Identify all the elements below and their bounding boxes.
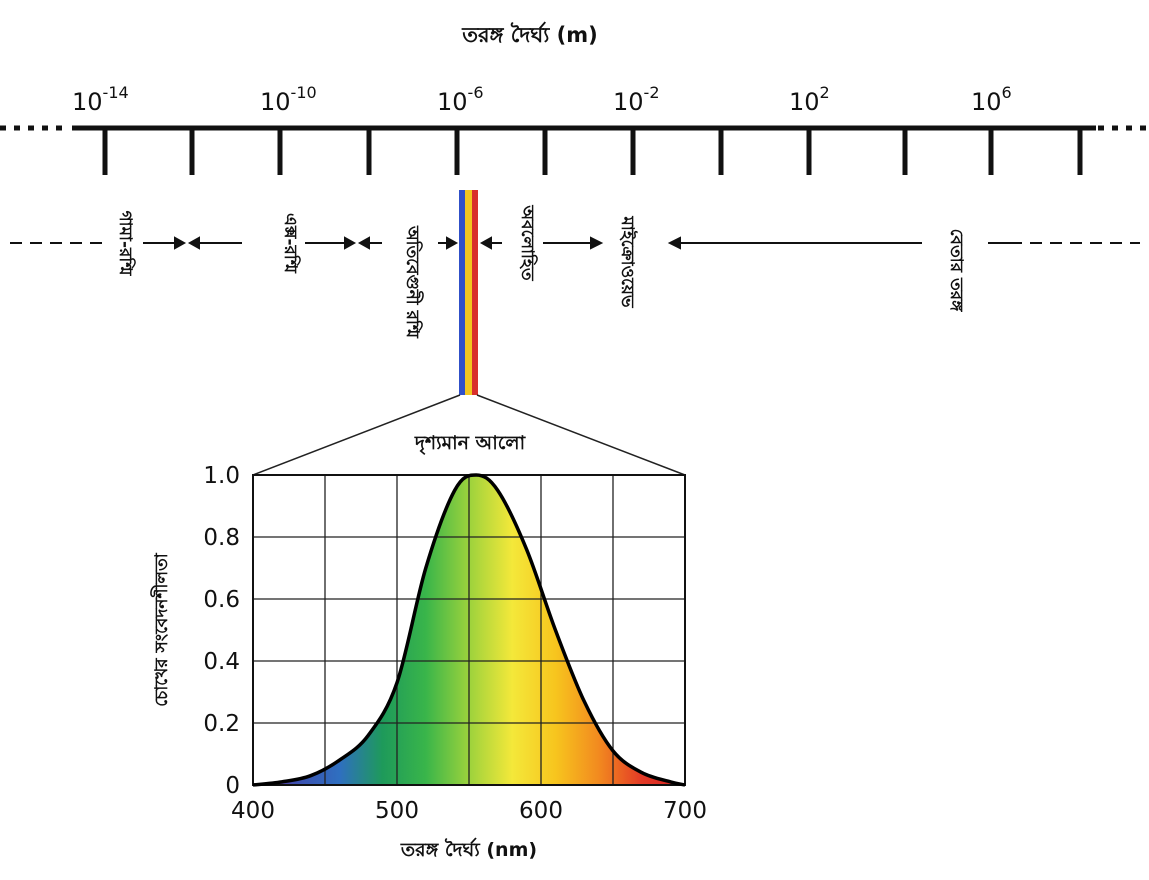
scale-label: 10-6: [437, 83, 484, 116]
arrow-head: [446, 236, 459, 250]
x-tick-label: 500: [375, 798, 419, 824]
chart-grid: [253, 475, 685, 785]
arrow-head: [479, 236, 492, 250]
scale-label-exponent: -2: [644, 83, 660, 102]
visible-strip-blue: [459, 190, 465, 395]
band-labels: গামা-রশ্মি এক্স-রশ্মি অতিবেগুনী রশ্মি অবলোহ…: [115, 204, 966, 338]
visible-strip-yellow: [465, 190, 472, 395]
scale-label-exponent: 6: [1002, 83, 1012, 102]
x-tick-label: 700: [663, 798, 707, 824]
y-tick-label: 0.6: [203, 587, 240, 613]
scale-label: 106: [971, 83, 1012, 116]
arrow-head: [667, 236, 681, 250]
y-tick-label: 0.2: [203, 711, 240, 737]
scale-label-base: 10: [789, 88, 820, 116]
scale-label-base: 10: [72, 88, 103, 116]
x-tick-label: 400: [231, 798, 275, 824]
zoom-line-right: [476, 394, 686, 476]
axis-ticks: [102, 128, 1083, 175]
band-label: মাইক্রোওয়েভ: [617, 215, 638, 309]
sensitivity-curve: [252, 473, 686, 787]
scale-label-exponent: -14: [103, 83, 129, 102]
scale-label-exponent: -6: [468, 83, 484, 102]
x-tick-label: 600: [519, 798, 563, 824]
band-label: অবলোহিত: [517, 204, 539, 281]
arrow-head: [174, 236, 187, 250]
zoom-line-left: [252, 394, 461, 476]
scale-label-base: 10: [260, 88, 291, 116]
y-axis-label: চোখের সংবেদনশীলতা: [150, 552, 172, 707]
y-tick-label: 1.0: [203, 463, 240, 489]
scale-label: 10-10: [260, 83, 317, 116]
visible-strip-red: [472, 190, 478, 395]
arrow-head: [187, 236, 200, 250]
scale-label: 10-2: [613, 83, 660, 116]
scale-label-exponent: -10: [291, 83, 317, 102]
visible-strip: [459, 190, 478, 395]
arrow-head: [344, 236, 357, 250]
visible-light-label: দৃশ্যমান আলো: [414, 432, 527, 455]
band-label: এক্স-রশ্মি: [280, 213, 302, 274]
band-label: অতিবেগুনী রশ্মি: [402, 225, 424, 339]
arrow-head: [357, 236, 370, 250]
y-tick-label: 0.8: [203, 525, 240, 551]
band-arrows: [10, 236, 1140, 250]
scale-label: 10-14: [72, 83, 129, 116]
y-tick-label: 0.4: [203, 649, 240, 675]
scale-label-base: 10: [437, 88, 468, 116]
y-tick-labels: 0 0.2 0.4 0.6 0.8 1.0: [203, 463, 240, 799]
band-label: বেতার তরঙ্গ: [946, 229, 966, 312]
x-axis-label: তরঙ্গ দৈর্ঘ্য (nm): [400, 837, 537, 861]
y-tick-label: 0: [225, 773, 240, 799]
scale-labels: 10-14 10-10 10-6 10-2 102 106: [72, 83, 1012, 116]
arrow-head: [590, 236, 604, 250]
scale-label-base: 10: [613, 88, 644, 116]
x-tick-labels: 400 500 600 700: [231, 798, 707, 824]
zoom-lines: [252, 394, 686, 476]
scale-label: 102: [789, 83, 830, 116]
band-label: গামা-রশ্মি: [115, 211, 137, 277]
spectrum-axis-title: তরঙ্গ দৈর্ঘ্য (m): [461, 21, 598, 47]
scale-label-exponent: 2: [820, 83, 830, 102]
sensitivity-chart: 400 500 600 700 0 0.2 0.4 0.6 0.8 1.0 তরঙ্গ দৈর্…: [150, 463, 707, 861]
scale-label-base: 10: [971, 88, 1002, 116]
